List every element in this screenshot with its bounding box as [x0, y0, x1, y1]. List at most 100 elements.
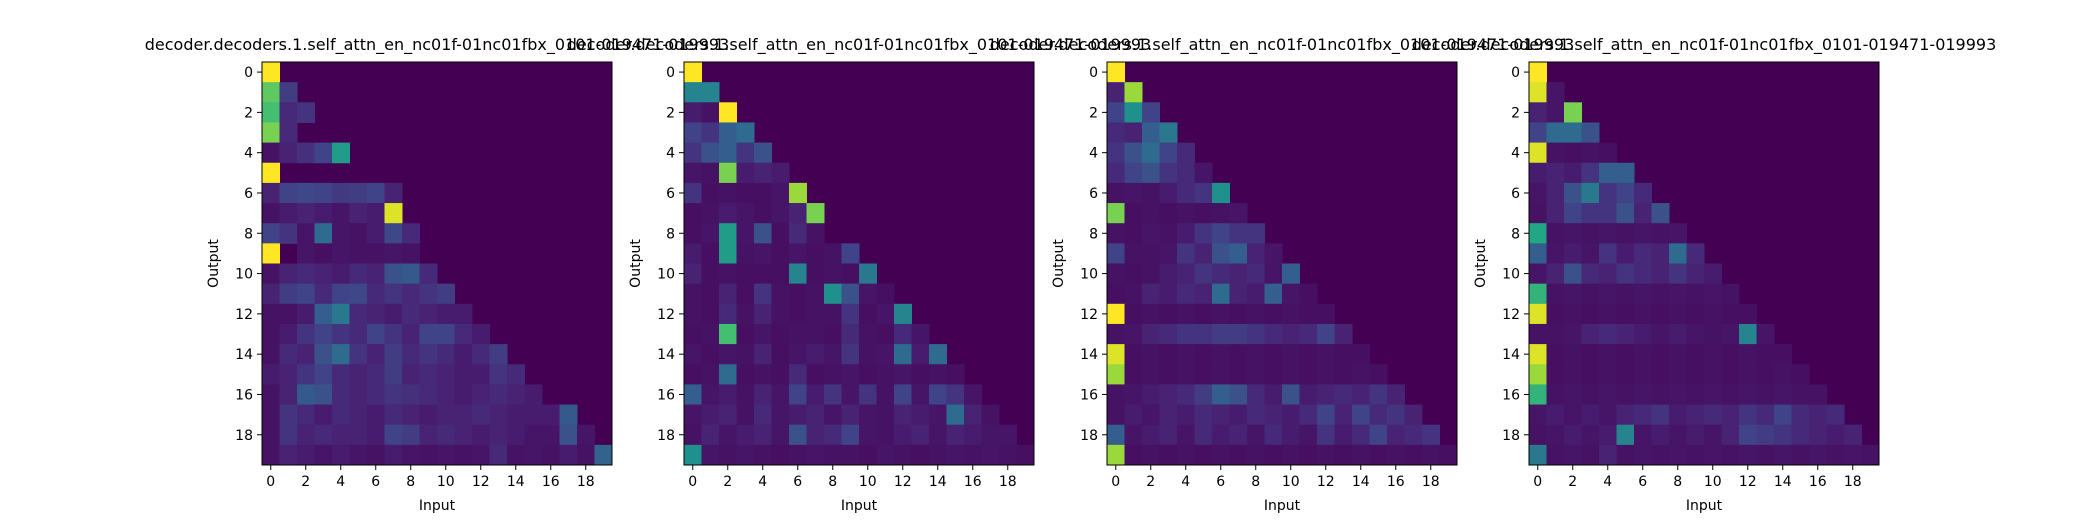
heatmap-cell [1564, 263, 1582, 285]
heatmap-cell [806, 243, 825, 264]
heatmap-cell [1651, 303, 1670, 325]
heatmap-cell [719, 364, 737, 385]
heatmap-cell [1529, 122, 1547, 144]
heatmap-cell [701, 364, 720, 385]
heatmap-cell [981, 404, 1000, 426]
heatmap-cell [1546, 162, 1565, 184]
heatmap-cell [524, 404, 543, 426]
heatmap-cell [1159, 162, 1178, 184]
y-axis-label: Output [628, 239, 644, 288]
heatmap-cell [1177, 424, 1195, 446]
heatmap-cell [1107, 182, 1125, 204]
heatmap-cell [1124, 424, 1143, 446]
heatmap-cell [1599, 323, 1617, 345]
heatmap-cell [1247, 243, 1265, 264]
heatmap-cell [279, 424, 298, 446]
heatmap-cell [1317, 444, 1335, 466]
heatmap-cell [1369, 444, 1388, 466]
heatmap-cell [1581, 203, 1600, 224]
heatmap-cell [841, 424, 860, 446]
heatmap-cell [1599, 404, 1617, 426]
heatmap-cell [1159, 364, 1178, 385]
heatmap-cell [1581, 303, 1600, 325]
heatmap-cell [1124, 243, 1143, 264]
heatmap-cell [1334, 344, 1353, 365]
heatmap-cell [1564, 404, 1582, 426]
heatmap-cell [332, 444, 350, 466]
heatmap-cell [1352, 404, 1370, 426]
heatmap-cell [1317, 384, 1335, 406]
heatmap-cell [489, 424, 508, 446]
heatmap-cell [789, 243, 807, 264]
y-tick-label: 10 [1080, 267, 1098, 283]
heatmap-cell [701, 102, 720, 123]
y-tick-label: 16 [657, 387, 675, 403]
heatmap-cell [824, 243, 842, 264]
heatmap-cell [806, 404, 825, 426]
heatmap-cell [367, 444, 385, 466]
heatmap-cell [314, 303, 333, 325]
heatmap-cell [1142, 364, 1160, 385]
heatmap-cell [1107, 384, 1125, 406]
heatmap-cell [754, 364, 772, 385]
heatmap-cell [279, 102, 298, 123]
heatmap-cell [1546, 243, 1565, 264]
heatmap-cell [1404, 444, 1423, 466]
heatmap-cell [1282, 323, 1300, 345]
heatmap-cell [1282, 404, 1300, 426]
heatmap-cell [279, 263, 298, 285]
heatmap-cell [314, 283, 333, 305]
heatmap-cell [894, 424, 912, 446]
heatmap-cell [1546, 323, 1565, 345]
heatmap-cell [1529, 323, 1547, 345]
heatmap-cell [279, 203, 298, 224]
heatmap-cell [1791, 444, 1810, 466]
heatmap-cell [684, 364, 702, 385]
heatmap-cell [1721, 323, 1740, 345]
heatmap-cell [402, 424, 420, 446]
heatmap-cell [771, 384, 790, 406]
heatmap-cell [929, 384, 947, 406]
heatmap-cell [1546, 444, 1565, 466]
heatmap-cell [771, 404, 790, 426]
heatmap-cell [894, 323, 912, 345]
heatmap-cell [1529, 303, 1547, 325]
heatmap-cell [684, 444, 702, 466]
heatmap-cell [1317, 344, 1335, 365]
heatmap-cell [1317, 424, 1335, 446]
heatmap-cell [1317, 323, 1335, 345]
heatmap-cell [684, 263, 702, 285]
heatmap-cell [489, 364, 508, 385]
heatmap-cell [437, 344, 455, 365]
heatmap-cell [771, 364, 790, 385]
heatmap-cell [1581, 404, 1600, 426]
heatmap-cell [1212, 323, 1230, 345]
heatmap-cell [1616, 263, 1635, 285]
heatmap-cell [437, 364, 455, 385]
heatmap-cell [297, 102, 315, 123]
heatmap-cell [894, 303, 912, 325]
y-tick-label: 16 [1080, 387, 1098, 403]
heatmap-cell [1159, 283, 1178, 305]
heatmap-cell [262, 344, 280, 365]
heatmap-cell [1299, 323, 1318, 345]
heatmap-cell [701, 404, 720, 426]
heatmap-cell [367, 344, 385, 365]
heatmap-cell [859, 263, 877, 285]
heatmap-cell [894, 364, 912, 385]
heatmap-cell [1229, 344, 1248, 365]
heatmap-cell [507, 404, 525, 426]
heatmap-cell [1651, 364, 1670, 385]
heatmap-cell [701, 223, 720, 244]
heatmap-cell [419, 323, 438, 345]
heatmap-cell [262, 122, 280, 144]
heatmap-cell [279, 384, 298, 406]
heatmap-cell [1721, 384, 1740, 406]
y-tick-label: 14 [1080, 347, 1098, 363]
heatmap-cell [542, 404, 560, 426]
heatmap-cell [1581, 182, 1600, 204]
heatmap-cell [1107, 444, 1125, 466]
heatmap-cell [384, 182, 403, 204]
heatmap-cell [402, 223, 420, 244]
heatmap-cell [559, 444, 578, 466]
